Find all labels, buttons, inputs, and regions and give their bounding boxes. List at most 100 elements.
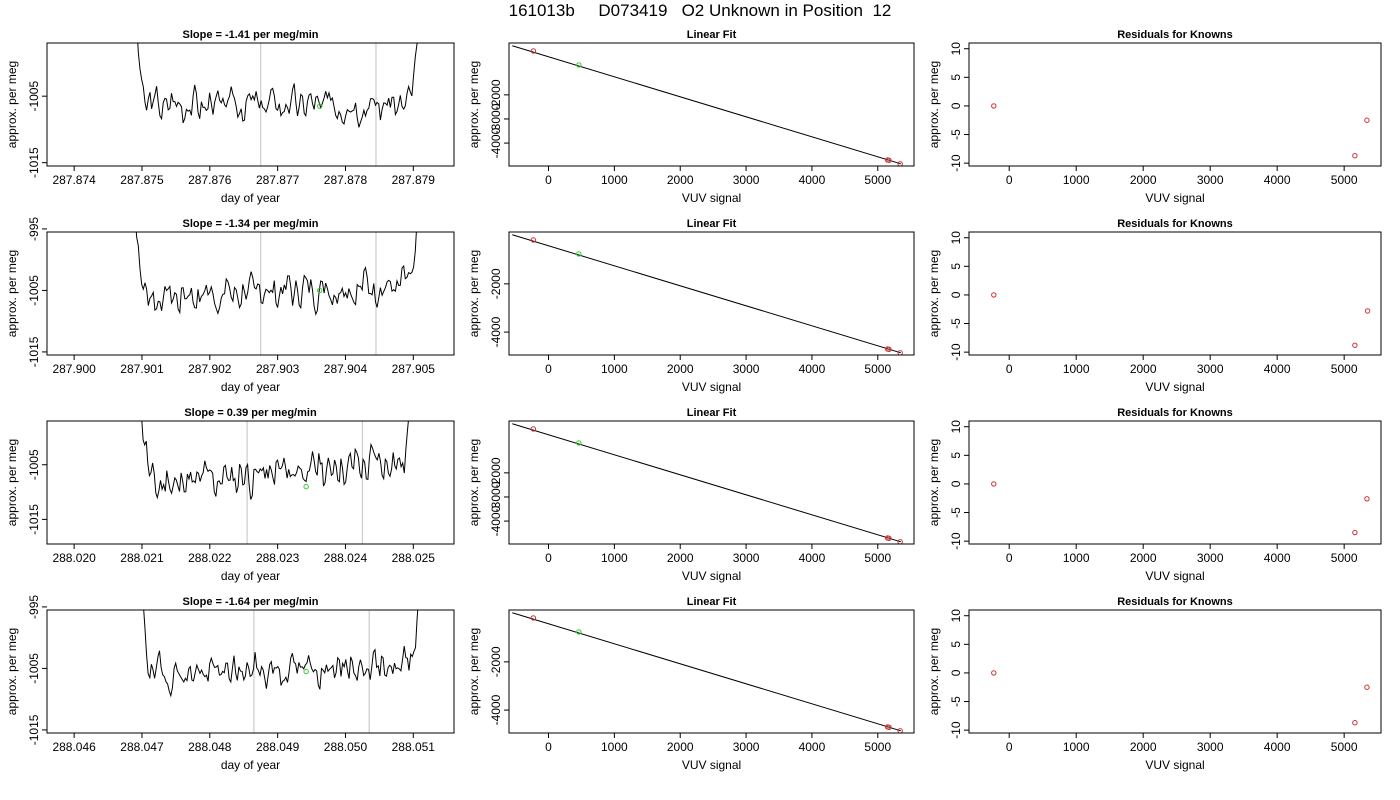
x-tick-label: 288.047 — [120, 740, 164, 754]
y-axis-label: approx. per meg — [467, 439, 481, 526]
x-tick-label: 287.902 — [188, 362, 232, 376]
plot-frame — [46, 231, 455, 356]
x-tick-label: 5000 — [1331, 551, 1358, 565]
data-point — [576, 440, 582, 446]
x-tick-label: 288.024 — [324, 551, 368, 565]
x-tick-label: 1000 — [1063, 362, 1090, 376]
x-tick-label: 2000 — [667, 362, 694, 376]
x-axis-label: day of year — [221, 758, 280, 772]
x-tick-label: 0 — [545, 362, 552, 376]
y-tick-label: -3000 — [489, 103, 503, 134]
y-tick-label: -10 — [949, 721, 963, 739]
panel-title: Residuals for Knowns — [1117, 407, 1233, 419]
x-tick-label: 3000 — [1197, 173, 1224, 187]
x-axis-label: VUV signal — [1145, 191, 1204, 205]
series-line — [143, 610, 419, 698]
y-tick-label: -2000 — [489, 457, 503, 488]
x-tick-label: 2000 — [1130, 362, 1157, 376]
data-point — [1352, 153, 1358, 159]
panel-title: Linear Fit — [687, 407, 737, 419]
panel-r4-resid: Residuals for Knowns VUV signal approx. pe… — [927, 596, 1382, 772]
data-point — [530, 426, 537, 432]
x-tick-label: 1000 — [1063, 740, 1090, 754]
x-tick-label: 1000 — [1063, 551, 1090, 565]
x-tick-label: 2000 — [667, 551, 694, 565]
panel-r3-fit: Linear Fit VUV signal approx. per meg 0 1000… — [467, 407, 915, 583]
x-tick-label: 5000 — [1331, 173, 1358, 187]
y-tick-label: 5 — [949, 452, 963, 459]
panel-title: Residuals for Knowns — [1117, 596, 1233, 608]
y-tick-label: -995 — [27, 217, 41, 241]
y-tick-label: -4000 — [489, 316, 503, 347]
y-tick-label: 0 — [949, 669, 963, 676]
x-tick-label: 2000 — [1130, 551, 1157, 565]
data-point — [897, 350, 903, 355]
data-point — [897, 161, 903, 166]
data-point — [1364, 496, 1370, 502]
x-tick-label: 288.049 — [256, 740, 300, 754]
plot-frame — [46, 609, 455, 734]
data-point — [316, 103, 323, 109]
y-tick-label: 0 — [949, 102, 963, 109]
x-tick-label: 2000 — [1130, 173, 1157, 187]
panel-title: Residuals for Knowns — [1117, 218, 1233, 230]
plot-frame — [508, 420, 915, 545]
y-axis-label: approx. per meg — [5, 439, 19, 526]
y-axis-label: approx. per meg — [927, 61, 941, 148]
plot-frame — [46, 42, 455, 167]
data-point — [303, 668, 309, 675]
y-tick-label: -10 — [949, 154, 963, 172]
y-tick-label: 0 — [949, 291, 963, 298]
panel-r1-resid: Residuals for Knowns VUV signal approx. pe… — [927, 29, 1382, 205]
data-point — [576, 251, 582, 257]
x-tick-label: 1000 — [601, 362, 628, 376]
y-tick-label: -2000 — [489, 79, 503, 110]
y-tick-label: -2000 — [489, 646, 503, 677]
x-axis-label: VUV signal — [1145, 569, 1204, 583]
x-tick-label: 1000 — [601, 551, 628, 565]
plot-frame — [968, 609, 1382, 734]
y-tick-label: -5 — [949, 318, 963, 329]
y-tick-label: -1015 — [27, 336, 41, 367]
data-point — [1364, 117, 1370, 123]
x-tick-label: 5000 — [864, 362, 891, 376]
x-tick-label: 287.877 — [256, 173, 300, 187]
x-tick-label: 287.878 — [324, 173, 368, 187]
x-tick-label: 0 — [545, 173, 552, 187]
y-tick-label: -1015 — [27, 147, 41, 178]
x-tick-label: 288.020 — [52, 551, 96, 565]
x-tick-label: 288.046 — [52, 740, 96, 754]
data-point — [303, 483, 309, 490]
x-axis-label: VUV signal — [1145, 380, 1204, 394]
x-tick-label: 5000 — [864, 173, 891, 187]
x-tick-label: 4000 — [799, 173, 826, 187]
y-tick-label: -5 — [949, 696, 963, 707]
x-tick-label: 1000 — [601, 173, 628, 187]
x-axis-label: day of year — [221, 569, 280, 583]
plot-frame — [508, 42, 915, 167]
x-tick-label: 3000 — [733, 362, 760, 376]
x-tick-label: 5000 — [864, 551, 891, 565]
x-tick-label: 0 — [1006, 173, 1013, 187]
page-title: 161013b D073419 O2 Unknown in Position 1… — [508, 1, 892, 20]
x-tick-label: 3000 — [1197, 362, 1224, 376]
panel-title: Slope = -1.41 per meg/min — [182, 29, 318, 41]
x-tick-label: 3000 — [1197, 740, 1224, 754]
x-tick-label: 287.904 — [324, 362, 368, 376]
y-axis-label: approx. per meg — [5, 250, 19, 337]
x-tick-label: 288.051 — [392, 740, 436, 754]
y-tick-label: 5 — [949, 263, 963, 270]
plot-frame — [508, 609, 915, 734]
data-point — [316, 287, 323, 294]
x-tick-label: 4000 — [799, 551, 826, 565]
y-tick-label: -4000 — [489, 505, 503, 536]
y-tick-label: -4000 — [489, 694, 503, 725]
data-point — [897, 728, 903, 733]
series-line — [141, 421, 409, 500]
y-tick-label: -1005 — [27, 275, 41, 306]
x-tick-label: 1000 — [1063, 173, 1090, 187]
y-tick-label: 10 — [949, 420, 963, 434]
fit-line — [512, 423, 901, 543]
plot-frame — [968, 420, 1382, 545]
data-point — [991, 670, 997, 676]
